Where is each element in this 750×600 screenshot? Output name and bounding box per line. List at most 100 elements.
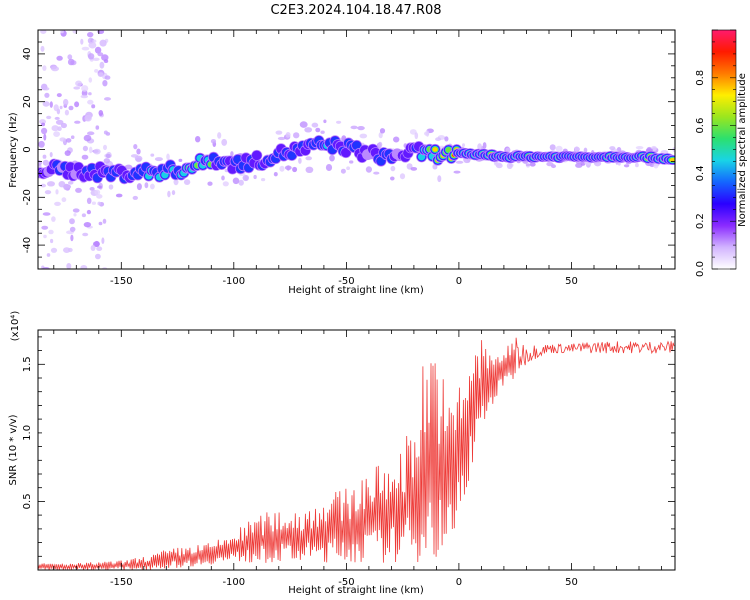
spectrogram-cell xyxy=(88,146,93,154)
spectrogram-cell xyxy=(232,177,240,185)
spectrogram-cell xyxy=(251,150,262,161)
spectrogram-cell xyxy=(390,176,395,181)
spectrogram-cell xyxy=(43,87,50,91)
spectrogram-cell xyxy=(65,162,76,172)
spectrogram-cell xyxy=(61,197,67,203)
spectrogram-cell xyxy=(349,160,354,164)
y-tick-label: 40 xyxy=(22,48,33,61)
spectrogram-cell xyxy=(575,163,583,168)
spectrogram-cell xyxy=(67,181,74,185)
spectrogram-cell xyxy=(69,218,75,225)
spectrogram-cell xyxy=(58,181,66,188)
spectrogram-cell xyxy=(393,136,400,143)
spectrogram-cell xyxy=(88,41,97,49)
snr-y-multiplier: (x10⁴) xyxy=(10,311,21,342)
spectrogram-cell xyxy=(609,146,616,151)
spectrogram-cell xyxy=(298,157,302,164)
spectrogram-cell xyxy=(80,38,84,45)
spectrogram-cell xyxy=(453,170,461,174)
spectrogram-cell xyxy=(133,144,138,150)
spectrogram-cell xyxy=(86,197,92,204)
spectrogram-cell xyxy=(653,162,659,169)
spectrogram-cell xyxy=(115,193,123,198)
spectrogram-cell xyxy=(92,57,100,61)
spectrogram-cell xyxy=(81,213,86,218)
x-tick-label: -50 xyxy=(338,577,354,588)
spectrogram-cell xyxy=(273,172,278,177)
spectrogram-cell xyxy=(95,125,100,130)
spectrogram-cell xyxy=(53,104,59,112)
spectrogram-cell xyxy=(72,208,80,213)
y-tick-label: 1.0 xyxy=(22,425,33,441)
spectrogram-cell xyxy=(70,135,75,139)
spectrogram-cell xyxy=(60,30,64,34)
spectrogram-y-axis-label: Frequency (Hz) xyxy=(8,112,19,188)
spectrogram-cell xyxy=(150,183,155,190)
spectrogram-cell xyxy=(67,54,73,60)
spectrogram-cell xyxy=(336,120,342,124)
snr-frame xyxy=(37,329,676,571)
spectrogram-heatmap xyxy=(38,30,675,269)
spectrogram-cell xyxy=(98,221,103,226)
spectrogram-cell xyxy=(444,136,449,142)
spectrogram-cell xyxy=(60,122,67,129)
spectrogram-cell xyxy=(136,148,141,155)
spectrogram-cell xyxy=(253,174,257,180)
spectrogram-cell xyxy=(54,201,61,206)
spectrogram-cell xyxy=(101,237,105,244)
spectrogram-cell xyxy=(40,30,47,34)
spectrogram-cell xyxy=(99,39,107,47)
spectrogram-cell xyxy=(167,190,171,198)
spectrogram-cell xyxy=(82,145,88,152)
spectrogram-cell xyxy=(154,157,163,162)
spectrogram-cell xyxy=(377,141,383,148)
spectrogram-cell xyxy=(635,162,639,168)
spectrogram-cell xyxy=(83,134,92,142)
spectrogram-cell xyxy=(95,253,101,260)
colorbar-tick-label: 0.4 xyxy=(695,165,706,181)
spectrogram-cell xyxy=(38,140,45,148)
spectrogram-cell xyxy=(529,162,536,167)
spectrogram-cell xyxy=(329,154,335,162)
spectrogram-cell xyxy=(75,187,82,193)
spectrogram-cell xyxy=(50,238,54,244)
spectrogram-cell xyxy=(41,225,49,230)
spectrogram-cell xyxy=(357,126,365,131)
spectrogram-cell xyxy=(583,147,588,153)
spectrogram-cell xyxy=(96,194,103,199)
spectrogram-cell xyxy=(195,136,201,143)
snr-y-axis: 0.5 1.0 1.5 xyxy=(22,336,675,571)
spectrogram-cell xyxy=(51,66,59,72)
spectrogram-cell xyxy=(494,162,502,166)
spectrogram-cell xyxy=(84,114,92,122)
spectrogram-cell xyxy=(130,154,139,158)
spectrogram-cell xyxy=(53,131,60,138)
spectrogram-cell xyxy=(645,148,654,152)
spectrogram-cell xyxy=(94,189,101,195)
colorbar-gradient xyxy=(712,30,736,269)
spectrogram-cell xyxy=(462,143,465,148)
spectrogram-cell xyxy=(432,147,438,152)
spectrogram-cell xyxy=(455,160,464,164)
spectrogram-x-axis-label: Height of straight line (km) xyxy=(288,285,424,296)
spectrogram-cell xyxy=(98,110,104,116)
spectrogram-cell xyxy=(99,61,105,69)
spectrogram-cell xyxy=(178,158,183,162)
spectrogram-cell xyxy=(41,127,48,135)
spectrogram-cell xyxy=(56,93,62,98)
spectrogram-cell xyxy=(83,222,92,228)
colorbar-tick-label: 0.0 xyxy=(695,261,706,277)
x-tick-label: 0 xyxy=(456,577,462,588)
x-tick-label: -50 xyxy=(338,276,354,287)
y-tick-label: -40 xyxy=(22,237,33,253)
y-tick-label: -20 xyxy=(22,189,33,205)
spectrogram-cell xyxy=(97,52,104,57)
spectrogram-cell xyxy=(378,132,383,139)
spectrogram-cell xyxy=(669,158,675,162)
spectrogram-cell xyxy=(287,151,297,160)
spectrogram-cell xyxy=(311,122,319,128)
spectrogram-cell xyxy=(166,153,170,161)
spectrogram-cell xyxy=(346,166,350,170)
spectrogram-cell xyxy=(87,99,94,105)
